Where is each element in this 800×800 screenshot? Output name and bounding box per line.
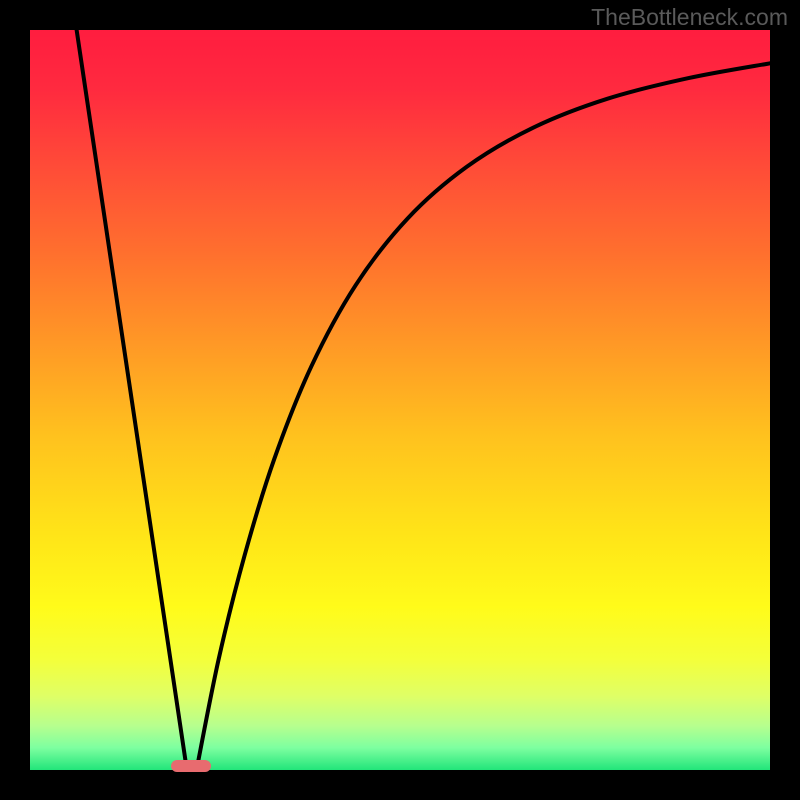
watermark-text: TheBottleneck.com xyxy=(591,4,788,31)
right-curve xyxy=(197,63,771,770)
plot-area xyxy=(30,30,770,770)
left-curve xyxy=(77,30,187,770)
minimum-marker xyxy=(171,760,211,772)
curve-layer xyxy=(30,30,770,770)
